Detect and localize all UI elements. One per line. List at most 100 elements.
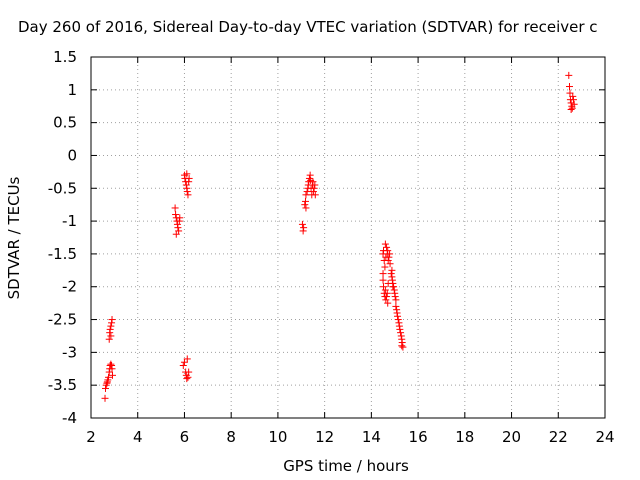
x-tick-label: 24 (595, 428, 614, 446)
data-point (108, 365, 116, 373)
y-tick-label: -2.5 (48, 311, 77, 329)
y-tick-label: -1 (62, 212, 77, 230)
y-tick-label: -2 (62, 278, 77, 296)
data-point (184, 191, 192, 199)
x-tick-label: 4 (133, 428, 143, 446)
x-tick-label: 16 (409, 428, 428, 446)
data-point (386, 260, 394, 268)
data-point (311, 181, 319, 189)
x-tick-label: 6 (180, 428, 190, 446)
data-point (107, 360, 115, 368)
data-point (565, 83, 573, 91)
data-point (392, 302, 400, 310)
data-point (101, 394, 109, 402)
y-tick-label: 1 (67, 81, 77, 99)
data-point (383, 293, 391, 301)
y-tick-label: 1.5 (53, 48, 77, 66)
data-point (105, 335, 113, 343)
data-point (382, 296, 390, 304)
x-tick-label: 10 (268, 428, 287, 446)
data-point (106, 325, 114, 333)
data-point (384, 299, 392, 307)
data-point (383, 243, 391, 251)
data-point (176, 214, 184, 222)
data-point (183, 170, 191, 178)
data-point (386, 250, 394, 258)
data-point (383, 289, 391, 297)
data-point (174, 224, 182, 232)
y-tick-label: -4 (62, 409, 77, 427)
data-point (301, 201, 309, 209)
data-point (565, 71, 573, 79)
data-point (398, 339, 406, 347)
data-point (392, 296, 400, 304)
data-point (302, 204, 310, 212)
data-point (311, 191, 319, 199)
data-point (108, 371, 116, 379)
data-point (568, 104, 576, 112)
data-point (172, 230, 180, 238)
data-point (172, 211, 180, 219)
data-point (183, 375, 191, 383)
data-point (567, 106, 575, 114)
data-point (298, 220, 306, 228)
data-point (569, 92, 577, 100)
data-point (379, 270, 387, 278)
data-point (300, 224, 308, 232)
data-point (381, 286, 389, 294)
x-tick-label: 8 (226, 428, 236, 446)
data-point (310, 184, 318, 192)
data-point (301, 197, 309, 205)
data-point (381, 263, 389, 271)
data-point (385, 253, 393, 261)
data-point (387, 270, 395, 278)
data-point (185, 368, 193, 376)
data-point (399, 343, 407, 351)
data-point (107, 332, 115, 340)
x-tick-label: 22 (549, 428, 568, 446)
data-point (171, 204, 179, 212)
y-tick-label: -0.5 (48, 179, 77, 197)
data-point (184, 373, 192, 381)
chart-title: Day 260 of 2016, Sidereal Day-to-day VTE… (18, 18, 598, 36)
y-tick-label: 0.5 (53, 114, 77, 132)
data-point (388, 266, 396, 274)
data-point (391, 293, 399, 301)
data-point (183, 355, 191, 363)
data-point (380, 283, 388, 291)
x-axis-label: GPS time / hours (283, 457, 409, 475)
data-point (107, 322, 115, 330)
y-tick-label: -3.5 (48, 376, 77, 394)
data-point (394, 312, 402, 320)
data-point (183, 188, 191, 196)
x-tick-label: 14 (362, 428, 381, 446)
y-axis-label: SDTVAR / TECUs (5, 176, 23, 299)
y-tick-label: -1.5 (48, 245, 77, 263)
plot-frame (90, 56, 606, 419)
data-point (397, 329, 405, 337)
y-tick-label: -3 (62, 343, 77, 361)
x-tick-label: 2 (86, 428, 96, 446)
grid (90, 56, 606, 419)
data-point (108, 316, 116, 324)
data-point (179, 361, 187, 369)
y-tick-label: 0 (67, 146, 77, 164)
data-point (302, 191, 310, 199)
data-point (570, 100, 578, 108)
data-point (303, 188, 311, 196)
data-point (396, 325, 404, 333)
data-point (381, 240, 389, 248)
data-point (569, 96, 577, 104)
data-point (105, 373, 113, 381)
data-point (394, 316, 402, 324)
data-point (101, 384, 109, 392)
axis-ticks: 2 4 6 8 10 12 14 16 18 20 22 241.510.50-0.5-1-1.5-2… (48, 48, 615, 446)
data-point (384, 247, 392, 255)
data-point (389, 283, 397, 291)
x-tick-label: 20 (502, 428, 521, 446)
data-points (101, 71, 578, 402)
data-point (185, 174, 193, 182)
x-tick-label: 18 (455, 428, 474, 446)
x-tick-label: 12 (315, 428, 334, 446)
